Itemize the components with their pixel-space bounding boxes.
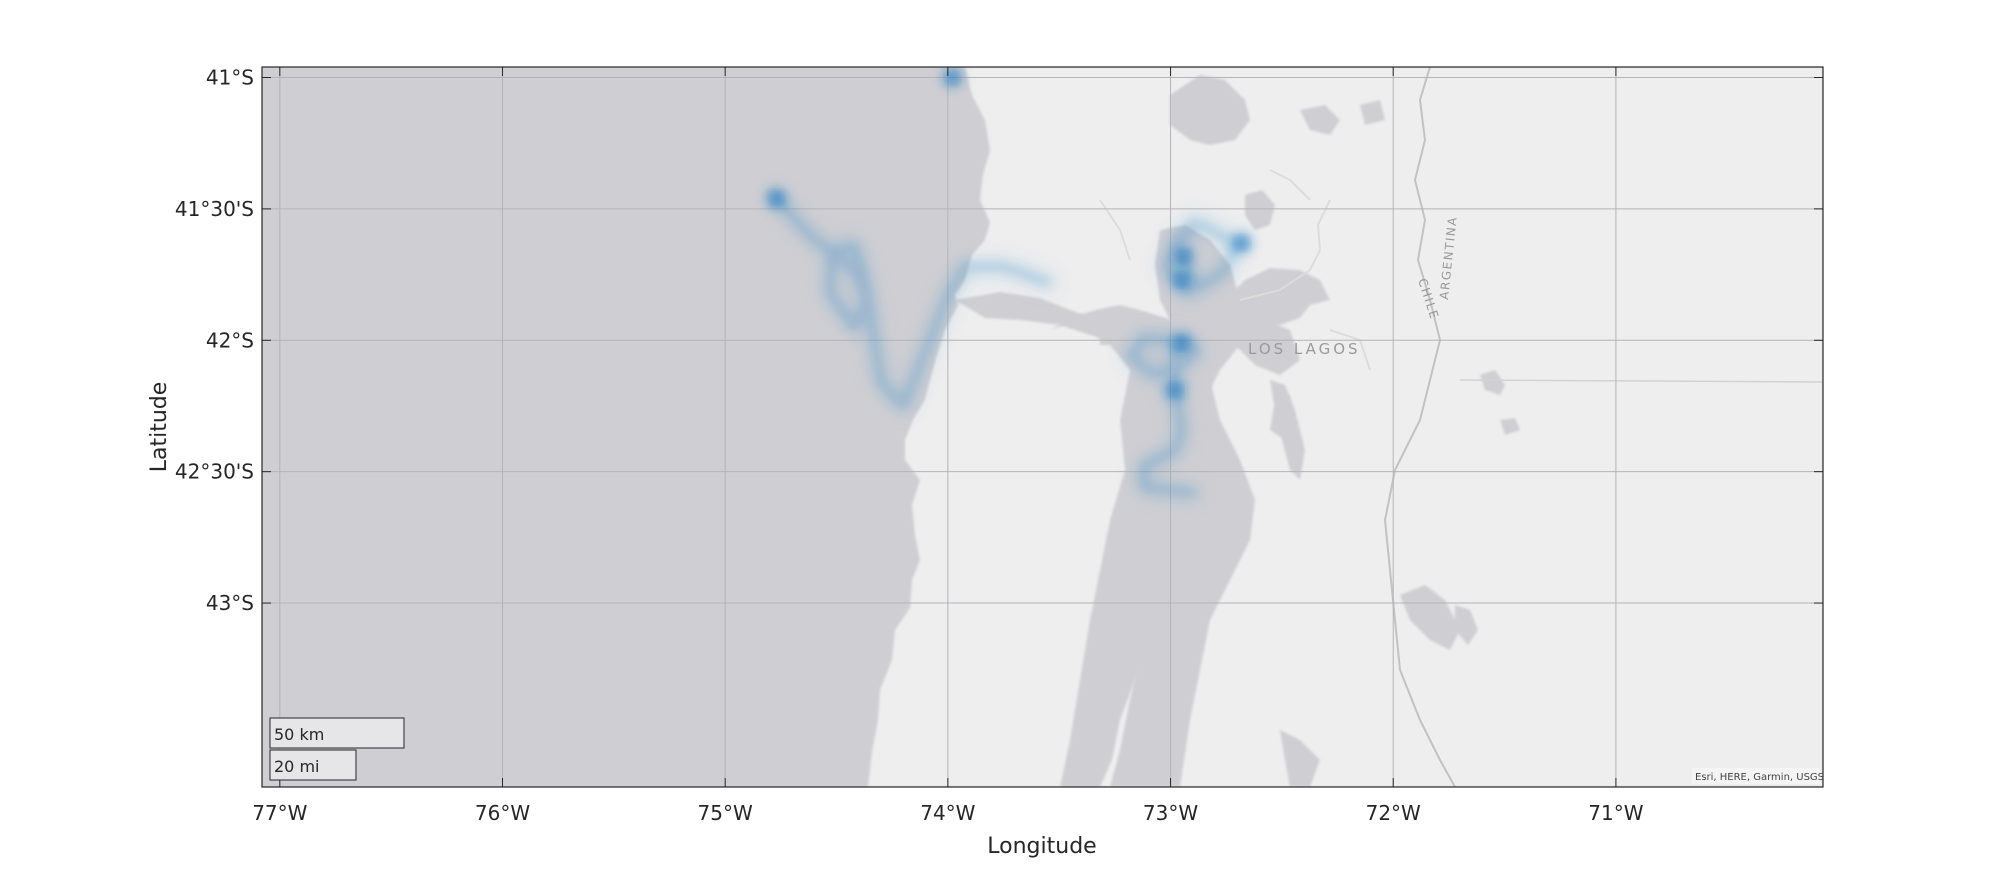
hotspot-1 — [771, 193, 782, 204]
scale-bar: 50 km 20 mi — [269, 717, 405, 781]
axes-frame — [261, 66, 1824, 788]
hotspot-2 — [1236, 238, 1247, 249]
scale-bar-imperial-label: 20 mi — [274, 757, 319, 776]
y-tick-label-2: 42°S — [206, 328, 254, 352]
density-layer — [764, 67, 1254, 501]
y-axis-title: Latitude — [147, 382, 172, 473]
gridlines — [262, 67, 1823, 787]
basemap — [262, 67, 1823, 787]
x-tick-label-5: 72°W — [1366, 801, 1421, 825]
attribution-text: Esri, HERE, Garmin, USGS — [1695, 772, 1824, 783]
hotspot-0 — [947, 72, 958, 83]
y-tick-label-4: 43°S — [206, 591, 254, 615]
x-tick-label-1: 76°W — [475, 801, 530, 825]
chile-argentina-border — [1383, 67, 1456, 787]
x-tick-label-0: 77°W — [252, 801, 307, 825]
rivers — [1099, 169, 1371, 371]
land-mass — [868, 67, 1823, 787]
y-tick-label-1: 41°30'S — [175, 197, 254, 221]
admin-boundary — [1459, 379, 1823, 383]
region-label: LOS LAGOS — [1248, 340, 1361, 358]
hotspot-4 — [1176, 337, 1187, 348]
y-tick-label-3: 42°30'S — [175, 460, 254, 484]
tick-labels: 77°W 76°W 75°W 74°W 73°W 72°W 71°W 41°S 41°30'S 4… — [175, 66, 1644, 825]
hotspot-6 — [1178, 251, 1189, 262]
attribution-box — [1692, 768, 1820, 784]
scale-bar-imperial — [269, 749, 357, 781]
x-tick-label-4: 73°W — [1143, 801, 1198, 825]
y-tick-label-0: 41°S — [206, 66, 254, 90]
x-tick-label-6: 71°W — [1588, 801, 1643, 825]
hotspot-5 — [1169, 385, 1180, 396]
density-track-0 — [773, 195, 1052, 409]
scale-bar-metric-label: 50 km — [274, 725, 324, 744]
x-axis-title: Longitude — [987, 834, 1096, 859]
x-tick-label-3: 74°W — [920, 801, 975, 825]
hotspot-3 — [1176, 274, 1187, 285]
density-track-1 — [1163, 219, 1241, 296]
scale-bar-metric — [269, 717, 405, 749]
x-tick-label-2: 75°W — [698, 801, 753, 825]
tick-marks — [262, 67, 1823, 787]
